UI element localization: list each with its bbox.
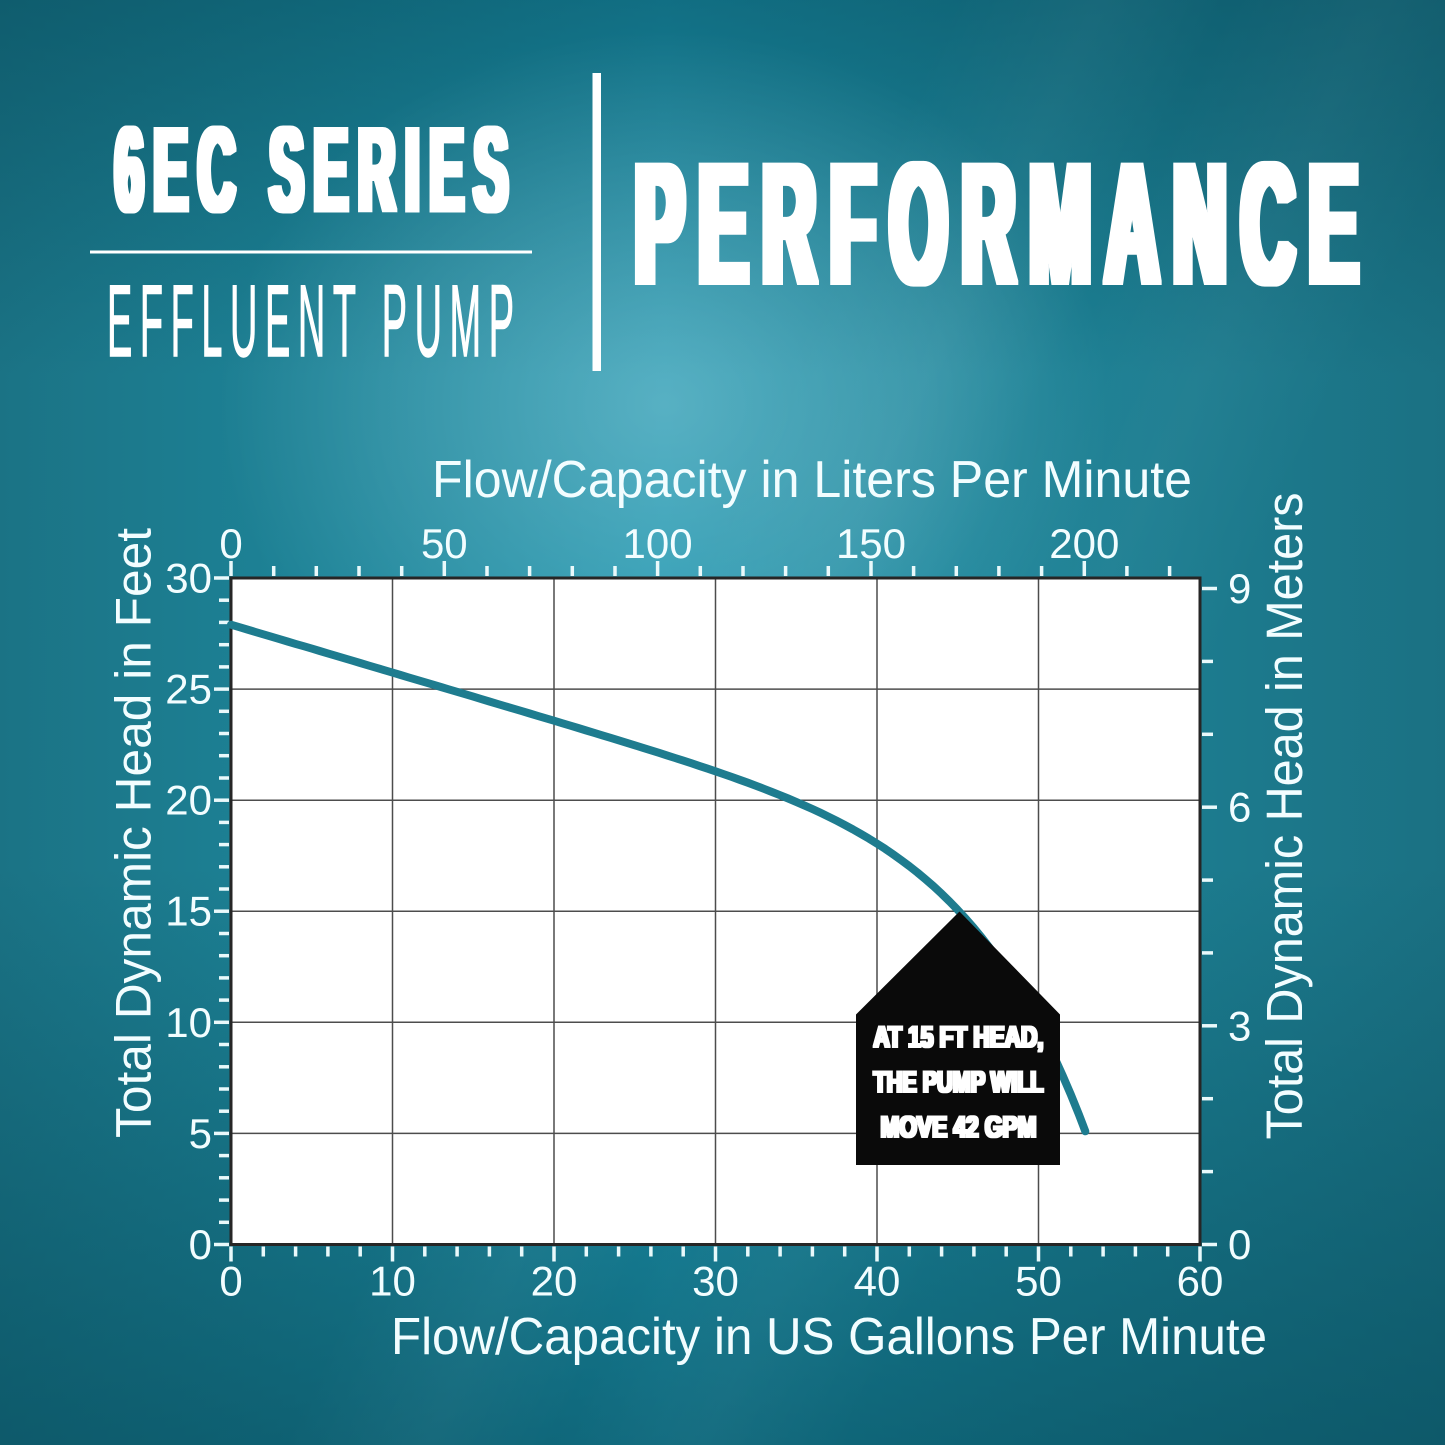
svg-text:30: 30 <box>165 554 212 601</box>
svg-text:0: 0 <box>1228 1221 1251 1268</box>
svg-text:50: 50 <box>1015 1257 1062 1304</box>
svg-text:0: 0 <box>219 520 242 567</box>
svg-text:0: 0 <box>189 1221 212 1268</box>
svg-text:THE PUMP WILL: THE PUMP WILL <box>874 1066 1044 1099</box>
svg-text:5: 5 <box>189 1110 212 1157</box>
svg-text:Flow/Capacity in US Gallons Pe: Flow/Capacity in US Gallons Per Minute <box>391 1308 1267 1366</box>
svg-text:150: 150 <box>836 520 906 567</box>
svg-text:3: 3 <box>1228 1002 1251 1049</box>
svg-text:40: 40 <box>854 1257 901 1304</box>
svg-text:Total Dynamic Head in Feet: Total Dynamic Head in Feet <box>106 528 162 1138</box>
svg-text:10: 10 <box>369 1257 416 1304</box>
svg-text:P E R F O R M A N C E: P E R F O R M A N C E <box>635 128 1358 320</box>
svg-text:9: 9 <box>1228 565 1251 612</box>
svg-text:Flow/Capacity in Liters Per Mi: Flow/Capacity in Liters Per Minute <box>432 451 1192 509</box>
svg-text:6: 6 <box>1228 784 1251 831</box>
svg-text:20: 20 <box>531 1257 578 1304</box>
svg-text:10: 10 <box>165 999 212 1046</box>
svg-text:15: 15 <box>165 888 212 935</box>
svg-text:0: 0 <box>219 1257 242 1304</box>
svg-text:20: 20 <box>165 777 212 824</box>
svg-text:Total Dynamic Head in Meters: Total Dynamic Head in Meters <box>1256 493 1313 1140</box>
svg-text:MOVE 42 GPM: MOVE 42 GPM <box>881 1111 1037 1144</box>
svg-text:AT 15 FT HEAD,: AT 15 FT HEAD, <box>874 1021 1044 1054</box>
svg-text:30: 30 <box>692 1257 739 1304</box>
svg-text:E F F L U E N T P U M P: E F F L U E N T P U M P <box>107 264 514 378</box>
svg-text:100: 100 <box>623 520 693 567</box>
svg-text:60: 60 <box>1177 1257 1224 1304</box>
svg-text:50: 50 <box>421 520 468 567</box>
svg-text:25: 25 <box>165 666 212 713</box>
svg-text:200: 200 <box>1049 520 1119 567</box>
svg-text:6 E C S E R I E S: 6 E C S E R I E S <box>115 103 508 237</box>
